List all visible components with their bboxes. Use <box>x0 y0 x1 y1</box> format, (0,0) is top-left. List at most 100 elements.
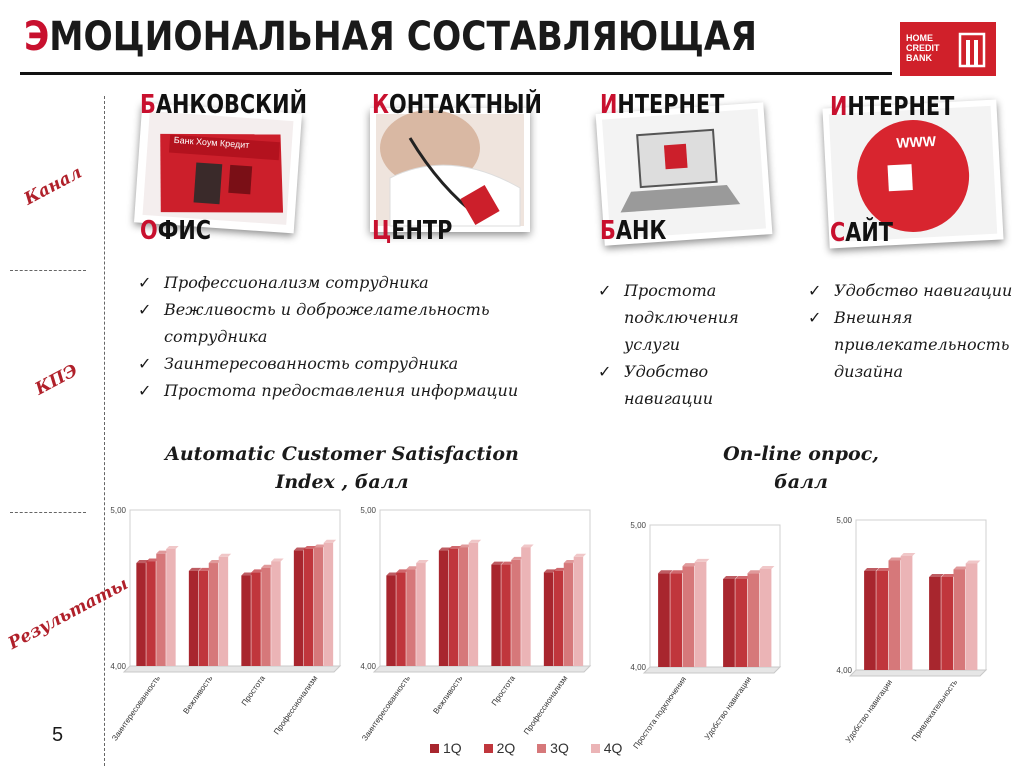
legend-swatch <box>537 744 547 753</box>
channel-1-top-rest: онтактный <box>389 90 542 120</box>
category-label: Вежливость <box>431 674 464 716</box>
bar-1q <box>386 575 396 666</box>
channel-0-top-label: Банковский <box>140 90 307 120</box>
bar-top-face <box>136 560 149 564</box>
bar-3q <box>682 566 695 667</box>
bar-3q <box>406 569 416 666</box>
bar-3q <box>953 569 966 670</box>
bar-1q <box>188 570 199 666</box>
bar-top-face <box>468 539 482 543</box>
bar-chart-acsi-2: 4,00 5,00 Заинтересованность Вежливость Прос… <box>360 506 592 743</box>
bar-3q <box>888 560 901 670</box>
bar-3q <box>563 563 574 666</box>
channel-2-bottom-first: Б <box>600 216 616 246</box>
card-bank-office: Банк Хоум Кредит <box>134 102 302 234</box>
bar-4q <box>694 561 707 667</box>
chart-title-online: On-line опрос, балл <box>723 443 879 493</box>
bar-top-face <box>218 553 232 557</box>
bar-2q <box>735 578 747 667</box>
checkmark-icon: ✓ <box>808 281 822 300</box>
bar-top-face <box>759 566 775 570</box>
category-label: Простота <box>490 674 517 708</box>
channel-1-bottom-rest: ентр <box>391 216 453 246</box>
kpi-text: Простота предоставления информации <box>164 381 519 400</box>
bar-3q <box>747 573 760 667</box>
channel-1-bottom-first: Ц <box>372 216 392 246</box>
bar-top-face <box>735 575 750 579</box>
channel-2-bottom-label: Банк <box>600 216 666 246</box>
bar-top-face <box>156 550 169 554</box>
channel-2-top-first: И <box>600 90 618 120</box>
channel-0-bottom-rest: фис <box>157 216 211 246</box>
legend-item-1q: 1Q <box>430 740 462 756</box>
row-separator <box>10 512 86 513</box>
y-tick-label: 4,00 <box>630 663 646 672</box>
kpi-text: Заинтересованность сотрудника <box>164 354 459 373</box>
y-tick-label: 5,00 <box>110 506 126 515</box>
side-label-channel: Канал <box>20 162 86 210</box>
bar-top-face <box>694 558 710 562</box>
checkmark-icon: ✓ <box>138 354 152 373</box>
bar-top-face <box>241 572 254 576</box>
bar-3q <box>156 553 166 666</box>
card-internet-site: WWW <box>822 99 1004 249</box>
contact-center-image <box>376 110 524 227</box>
category-label: Профессионализм <box>522 674 569 736</box>
bar-2q <box>501 564 511 666</box>
bar-top-face <box>271 558 284 562</box>
channel-3-top-rest: нтернет <box>847 92 955 122</box>
bar-4q <box>218 556 229 666</box>
bar-top-face <box>198 567 212 571</box>
card-internet-bank <box>595 102 773 246</box>
legend-item-3q: 3Q <box>537 740 569 756</box>
bar-top-face <box>521 544 534 548</box>
y-tick-label: 4,00 <box>110 662 126 671</box>
bar-2q <box>198 570 209 666</box>
bar-1q <box>658 573 670 667</box>
y-tick-label: 5,00 <box>360 506 376 515</box>
bar-top-face <box>188 567 202 571</box>
bar-top-face <box>303 546 317 549</box>
category-label: Простота <box>240 674 267 708</box>
side-label-kpi: КПЭ <box>31 360 82 400</box>
kpi-item: ✓ Внешняя привлекательность дизайна <box>806 304 1016 385</box>
bar-3q <box>313 547 324 666</box>
bar-top-face <box>888 557 904 561</box>
bar-top-face <box>543 569 557 573</box>
channel-0-bottom-first: О <box>140 216 158 246</box>
kpi-item: ✓ Вежливость и доброжелательность сотрудн… <box>136 296 536 350</box>
channel-2-top-label: Интернет <box>600 90 724 120</box>
category-label: Профессионализм <box>272 674 319 736</box>
bar-top-face <box>953 566 969 570</box>
bar-top-face <box>166 546 179 549</box>
legend-label: 3Q <box>550 740 569 756</box>
logo-text: HOME CREDIT BANK <box>906 33 940 63</box>
bar-top-face <box>864 568 879 571</box>
category-label: Удобство навигации <box>844 678 894 744</box>
legend-swatch <box>430 744 439 753</box>
bar-1q <box>293 550 304 666</box>
kpi-item: ✓ Простота подключения услуги <box>596 277 766 358</box>
bar-2q <box>876 571 888 670</box>
checkmark-icon: ✓ <box>598 281 612 300</box>
bar-2q <box>448 549 459 666</box>
bar-4q <box>521 547 531 666</box>
channel-2-top-rest: нтернет <box>617 90 725 120</box>
bar-top-face <box>573 553 587 557</box>
kpi-text: Профессионализм сотрудника <box>164 273 429 292</box>
bar-top-face <box>416 560 429 564</box>
home-credit-logo: HOME CREDIT BANK <box>900 22 996 76</box>
channel-3-bottom-label: Сайт <box>830 218 893 248</box>
legend-swatch <box>483 744 493 753</box>
bar-2q <box>941 577 953 670</box>
bar-4q <box>271 561 281 666</box>
bar-4q <box>573 556 584 666</box>
bar-2q <box>396 572 406 666</box>
bar-top-face <box>965 560 981 564</box>
checkmark-icon: ✓ <box>138 273 152 292</box>
bar-2q <box>303 549 314 666</box>
bar-top-face <box>146 558 159 562</box>
left-divider <box>104 96 105 766</box>
channel-1-bottom-label: Центр <box>372 216 452 246</box>
channel-2-bottom-rest: анк <box>615 216 667 246</box>
